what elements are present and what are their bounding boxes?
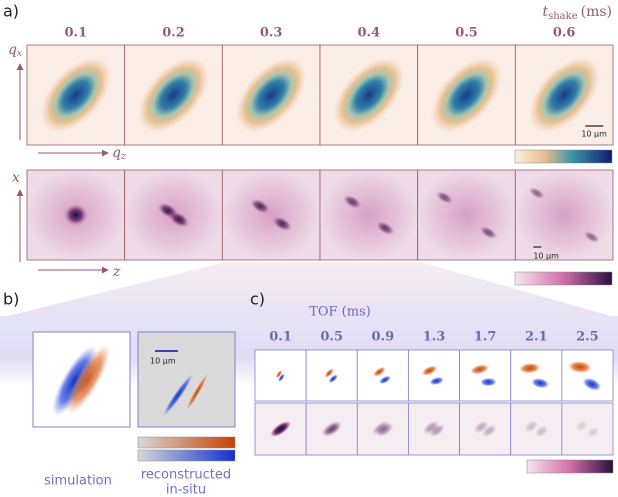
blob bbox=[481, 424, 497, 438]
blob bbox=[435, 190, 454, 204]
blob bbox=[328, 374, 338, 384]
blob bbox=[428, 423, 446, 438]
axis-label: z bbox=[112, 264, 121, 280]
zoom-fan bbox=[0, 262, 618, 318]
blob bbox=[582, 377, 602, 391]
cloud bbox=[39, 56, 113, 134]
simulation-image bbox=[52, 344, 111, 417]
blob bbox=[528, 187, 545, 199]
panel-title: TOF (ms) bbox=[309, 305, 371, 320]
blob bbox=[378, 375, 392, 385]
colorbar bbox=[137, 436, 236, 449]
blob bbox=[66, 344, 111, 415]
blob bbox=[63, 204, 88, 226]
symbol: q bbox=[112, 145, 121, 161]
column-label: 1.3 bbox=[423, 330, 446, 345]
blob bbox=[375, 422, 394, 438]
blob bbox=[168, 211, 190, 228]
blob bbox=[587, 426, 600, 438]
colorbar bbox=[526, 459, 614, 474]
cloud bbox=[430, 56, 503, 134]
column-label: 0.2 bbox=[162, 26, 185, 41]
column-label: 0.5 bbox=[455, 26, 478, 41]
blob bbox=[323, 421, 343, 438]
blob bbox=[575, 420, 588, 432]
subscript: x bbox=[17, 49, 22, 59]
image-cell bbox=[417, 169, 516, 261]
axis-label: x bbox=[12, 170, 20, 186]
blob bbox=[275, 369, 283, 379]
blob bbox=[250, 198, 270, 214]
blob bbox=[470, 364, 490, 375]
unit: (ms) bbox=[581, 4, 612, 20]
cloud bbox=[527, 56, 601, 134]
blob bbox=[421, 365, 438, 376]
image-cell bbox=[459, 349, 512, 402]
column-label: 0.4 bbox=[358, 26, 381, 41]
blob bbox=[324, 368, 334, 378]
panel-label: c) bbox=[250, 290, 265, 309]
axis-label: qx bbox=[8, 42, 22, 59]
cloud bbox=[137, 56, 210, 134]
blob bbox=[583, 231, 600, 243]
colorbar bbox=[137, 449, 236, 462]
cloud bbox=[234, 56, 308, 134]
image-cell bbox=[510, 349, 563, 402]
column-label: 1.7 bbox=[474, 330, 497, 345]
blob bbox=[162, 373, 194, 417]
blob bbox=[480, 377, 497, 387]
image-cell bbox=[356, 349, 409, 402]
blob bbox=[479, 226, 498, 240]
column-label: 0.3 bbox=[260, 26, 283, 41]
column-label: 2.5 bbox=[576, 330, 599, 345]
image-cell bbox=[319, 169, 419, 261]
blob bbox=[278, 373, 285, 382]
column-label: 2.1 bbox=[525, 330, 548, 345]
column-label: 0.5 bbox=[320, 330, 343, 345]
image-cell bbox=[510, 402, 563, 456]
image-cell bbox=[561, 402, 614, 456]
subscript: shake bbox=[548, 11, 578, 22]
column-label: 0.6 bbox=[553, 26, 576, 41]
image-cell bbox=[305, 349, 358, 402]
blob bbox=[343, 194, 362, 209]
panel-label: a) bbox=[3, 2, 19, 21]
image-cell bbox=[408, 349, 460, 402]
symbol: q bbox=[8, 42, 17, 58]
blob bbox=[373, 366, 386, 377]
panel-label: b) bbox=[3, 290, 19, 309]
blob bbox=[376, 221, 395, 236]
cloud bbox=[332, 56, 406, 134]
scale-bar-label: 10 μm bbox=[533, 252, 559, 261]
scale-bar-label: 10 μm bbox=[581, 130, 607, 139]
symbol: t bbox=[542, 4, 548, 20]
column-label: 0.9 bbox=[372, 330, 395, 345]
blob bbox=[270, 420, 291, 438]
column-label: 0.1 bbox=[65, 26, 88, 41]
blob bbox=[185, 372, 209, 412]
column-label: 0.1 bbox=[269, 330, 292, 345]
blob bbox=[524, 420, 539, 433]
blob bbox=[422, 420, 440, 435]
colorbar bbox=[514, 271, 613, 286]
image-cell bbox=[561, 349, 614, 402]
caption: in-situ bbox=[166, 483, 206, 497]
blob bbox=[272, 216, 292, 232]
axis-label: qz bbox=[112, 145, 126, 162]
axis-title: tshake (ms) bbox=[542, 4, 612, 22]
blob bbox=[518, 362, 541, 374]
colorbar bbox=[514, 149, 613, 164]
image-cell bbox=[221, 169, 321, 261]
blob bbox=[429, 376, 445, 386]
caption: simulation bbox=[44, 474, 112, 489]
scale-bar-label: 10 μm bbox=[150, 357, 176, 366]
blob bbox=[567, 360, 592, 374]
blob bbox=[531, 377, 550, 389]
blob bbox=[534, 425, 549, 438]
caption: reconstructed bbox=[141, 468, 231, 483]
image-cell bbox=[514, 169, 614, 261]
subscript: z bbox=[120, 152, 126, 162]
